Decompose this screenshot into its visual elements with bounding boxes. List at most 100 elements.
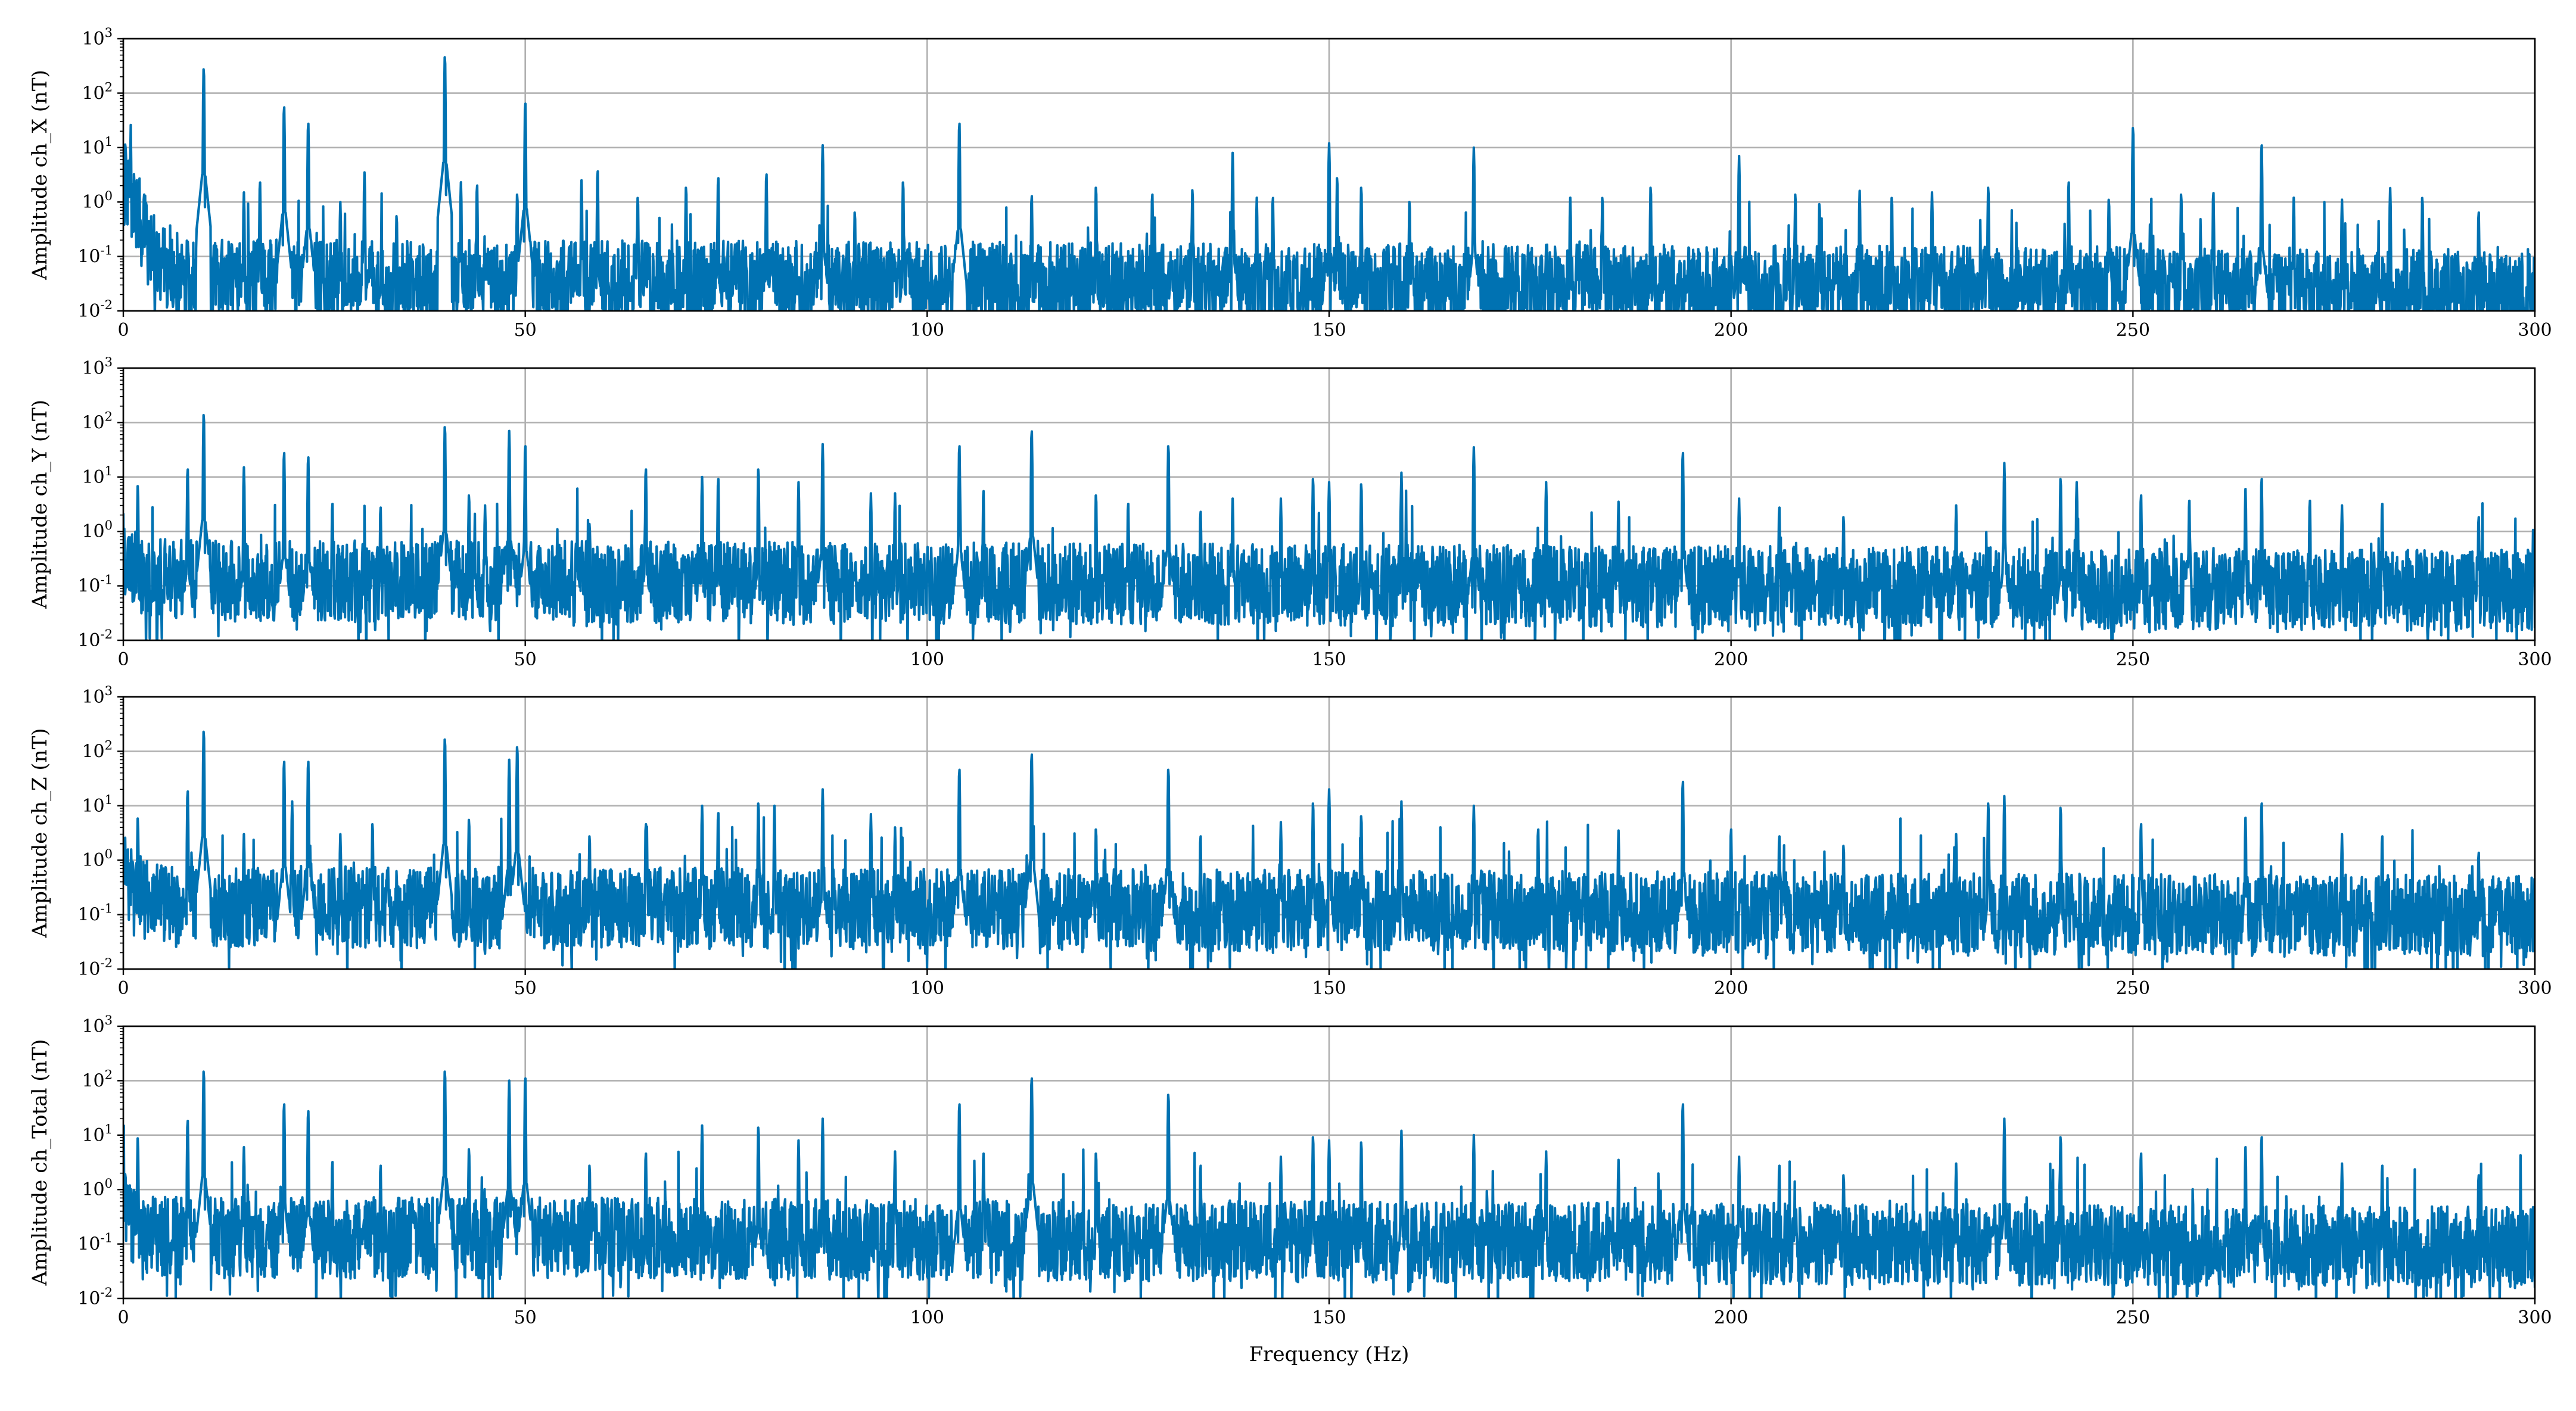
y-axis-label: Amplitude ch_Z (nT) (28, 728, 52, 938)
y-tick-label: 103 (82, 355, 113, 379)
y-tick-base: 10 (82, 1179, 104, 1200)
y-tick-exponent: 0 (105, 847, 113, 861)
x-tick-label: 50 (514, 649, 537, 670)
y-tick-label: 102 (82, 738, 113, 762)
y-tick-base: 10 (82, 138, 104, 158)
x-tick-label: 300 (2518, 978, 2552, 999)
y-tick-base: 10 (82, 687, 104, 708)
x-tick-label: 0 (117, 978, 129, 999)
y-tick-base: 10 (77, 630, 100, 651)
y-tick-label: 10-1 (77, 573, 113, 597)
subplot-3: 0 50 100 150 200 250 30010-210-1100101102103Am… (28, 684, 2552, 999)
y-tick-base: 10 (77, 1288, 100, 1309)
y-tick-exponent: 2 (105, 80, 113, 94)
y-tick-exponent: 3 (105, 684, 113, 698)
y-tick-base: 10 (77, 959, 100, 980)
y-tick-exponent: -2 (101, 627, 113, 641)
y-tick-base: 10 (77, 301, 100, 322)
y-tick-label: 102 (82, 409, 113, 433)
y-tick-label: 100 (82, 518, 113, 542)
x-tick-label: 100 (910, 649, 944, 670)
x-tick-label: 300 (2518, 320, 2552, 341)
x-tick-label: 50 (514, 320, 537, 341)
y-tick-base: 10 (82, 29, 104, 49)
y-tick-label: 102 (82, 80, 113, 104)
y-tick-exponent: -2 (101, 298, 113, 312)
y-tick-base: 10 (82, 1070, 104, 1091)
y-tick-label: 102 (82, 1067, 113, 1091)
y-tick-label: 101 (82, 135, 113, 158)
y-tick-exponent: 2 (105, 1067, 113, 1082)
y-tick-exponent: 0 (105, 518, 113, 532)
y-tick-base: 10 (82, 83, 104, 104)
y-tick-exponent: 1 (105, 793, 113, 807)
x-tick-label: 100 (910, 320, 944, 341)
y-tick-label: 100 (82, 189, 113, 213)
x-tick-label: 250 (2116, 320, 2150, 341)
x-tick-label: 150 (1312, 978, 1346, 999)
y-tick-exponent: 1 (105, 135, 113, 149)
x-tick-label: 0 (117, 1307, 129, 1328)
x-tick-label: 50 (514, 978, 537, 999)
y-tick-label: 10-2 (77, 956, 113, 980)
y-tick-exponent: -1 (101, 573, 113, 587)
y-tick-base: 10 (77, 247, 100, 267)
y-tick-base: 10 (82, 521, 104, 542)
x-tick-label: 300 (2518, 649, 2552, 670)
y-tick-exponent: 2 (105, 409, 113, 423)
y-axis-label: Amplitude ch_Y (nT) (28, 400, 52, 609)
x-axis-label: Frequency (Hz) (1249, 1343, 1410, 1366)
x-tick-label: 200 (1714, 320, 1748, 341)
y-tick-label: 101 (82, 793, 113, 817)
series-line (123, 56, 2535, 311)
y-tick-label: 10-1 (77, 244, 113, 267)
y-tick-exponent: 1 (105, 464, 113, 478)
y-tick-label: 103 (82, 26, 113, 49)
x-tick-label: 150 (1312, 320, 1346, 341)
x-tick-label: 0 (117, 320, 129, 341)
series-line (123, 1070, 2535, 1298)
x-ticks: 0 50 100 150 200 250 300 (117, 311, 2552, 341)
y-tick-label: 10-1 (77, 902, 113, 926)
y-tick-base: 10 (77, 576, 100, 597)
y-tick-base: 10 (77, 905, 100, 926)
y-tick-exponent: 0 (105, 1176, 113, 1191)
y-tick-base: 10 (82, 1016, 104, 1037)
y-tick-base: 10 (82, 358, 104, 379)
x-tick-label: 100 (910, 978, 944, 999)
x-tick-label: 150 (1312, 649, 1346, 670)
y-tick-base: 10 (82, 467, 104, 488)
subplot-2: 0 50 100 150 200 250 30010-210-1100101102103Am… (28, 355, 2552, 670)
series-line (123, 413, 2535, 640)
y-tick-base: 10 (77, 1234, 100, 1255)
y-tick-exponent: 0 (105, 189, 113, 203)
y-axis-label: Amplitude ch_Total (nT) (28, 1039, 52, 1287)
x-tick-label: 250 (2116, 978, 2150, 999)
y-tick-exponent: 3 (105, 1013, 113, 1027)
y-tick-base: 10 (82, 192, 104, 213)
y-tick-label: 10-2 (77, 298, 113, 322)
x-tick-label: 150 (1312, 1307, 1346, 1328)
y-tick-exponent: 1 (105, 1122, 113, 1136)
y-tick-base: 10 (82, 1125, 104, 1146)
y-tick-exponent: -1 (101, 1231, 113, 1245)
x-tick-label: 250 (2116, 1307, 2150, 1328)
x-tick-label: 0 (117, 649, 129, 670)
y-tick-base: 10 (82, 796, 104, 817)
y-tick-label: 101 (82, 464, 113, 488)
y-tick-label: 10-2 (77, 627, 113, 651)
x-tick-label: 250 (2116, 649, 2150, 670)
x-tick-label: 300 (2518, 1307, 2552, 1328)
subplot-4: 0 50 100 150 200 250 30010-210-1100101102103Am… (28, 1013, 2552, 1366)
subplot-1: 0 50 100 150 200 250 30010-210-1100101102103Am… (28, 26, 2552, 341)
x-tick-label: 50 (514, 1307, 537, 1328)
x-ticks: 0 50 100 150 200 250 300 (117, 640, 2552, 670)
x-ticks: 0 50 100 150 200 250 300 (117, 1298, 2552, 1328)
y-tick-label: 100 (82, 1176, 113, 1200)
y-tick-exponent: -2 (101, 1285, 113, 1300)
series-line (123, 730, 2535, 969)
